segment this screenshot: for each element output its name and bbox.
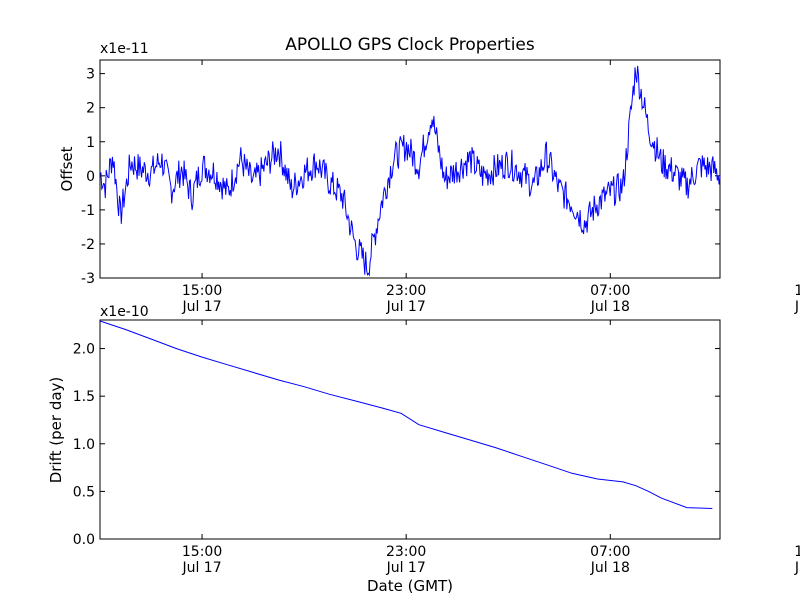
drift-line <box>99 320 713 509</box>
drift-ytick-label: 1.5 <box>73 389 95 405</box>
drift-panel: x1e-10 Drift (per day) Date (GMT) 0.0 0.5… <box>47 304 800 595</box>
offset-y-axis-label: Offset <box>58 146 76 191</box>
offset-ytick-label: -1 <box>81 203 95 219</box>
offset-line <box>99 65 721 277</box>
drift-scale-label: x1e-10 <box>100 304 149 320</box>
drift-series <box>99 320 713 509</box>
drift-y-axis-label: Drift (per day) <box>47 377 65 484</box>
offset-ytick-label: -2 <box>81 237 95 253</box>
drift-xtick-date-label: Jul 18 <box>794 560 800 576</box>
offset-xtick-time-label: 23:00 <box>386 283 426 299</box>
drift-xtick-time-label: 23:00 <box>386 544 426 560</box>
drift-x-axis-label: Date (GMT) <box>367 577 453 595</box>
offset-xtick-time-label: 15:00 <box>794 283 800 299</box>
drift-ytick-label: 1.0 <box>73 437 95 453</box>
drift-xtick-time-label: 15:00 <box>794 544 800 560</box>
drift-xtick-time-label: 07:00 <box>590 544 630 560</box>
offset-ytick-label: 0 <box>86 169 95 185</box>
drift-ytick-label: 0.5 <box>73 484 95 500</box>
drift-xtick-date-label: Jul 17 <box>386 560 426 576</box>
offset-xtick-date-label: Jul 17 <box>181 299 221 315</box>
drift-xtick-date-label: Jul 17 <box>181 560 221 576</box>
offset-xtick-date-label: Jul 17 <box>386 299 426 315</box>
offset-plot-frame <box>99 59 721 279</box>
offset-ytick-label: 2 <box>86 101 95 117</box>
offset-xtick-time-label: 15:00 <box>182 283 222 299</box>
offset-scale-label: x1e-11 <box>100 41 149 57</box>
drift-y-ticks: 0.0 0.5 1.0 1.5 2.0 <box>73 342 720 548</box>
offset-xtick-time-label: 07:00 <box>590 283 630 299</box>
drift-ytick-label: 0.0 <box>73 532 95 548</box>
offset-ytick-label: 3 <box>86 67 95 83</box>
offset-xtick-date-label: Jul 18 <box>794 299 800 315</box>
chart-title: APOLLO GPS Clock Properties <box>285 35 535 55</box>
drift-xtick-date-label: Jul 18 <box>590 560 630 576</box>
drift-ytick-label: 2.0 <box>73 342 95 358</box>
offset-xtick-date-label: Jul 18 <box>590 299 630 315</box>
offset-series <box>99 65 721 277</box>
drift-plot-frame <box>99 319 721 540</box>
drift-xtick-time-label: 15:00 <box>182 544 222 560</box>
offset-ytick-label: 1 <box>86 135 95 151</box>
offset-ytick-label: -3 <box>81 271 95 287</box>
